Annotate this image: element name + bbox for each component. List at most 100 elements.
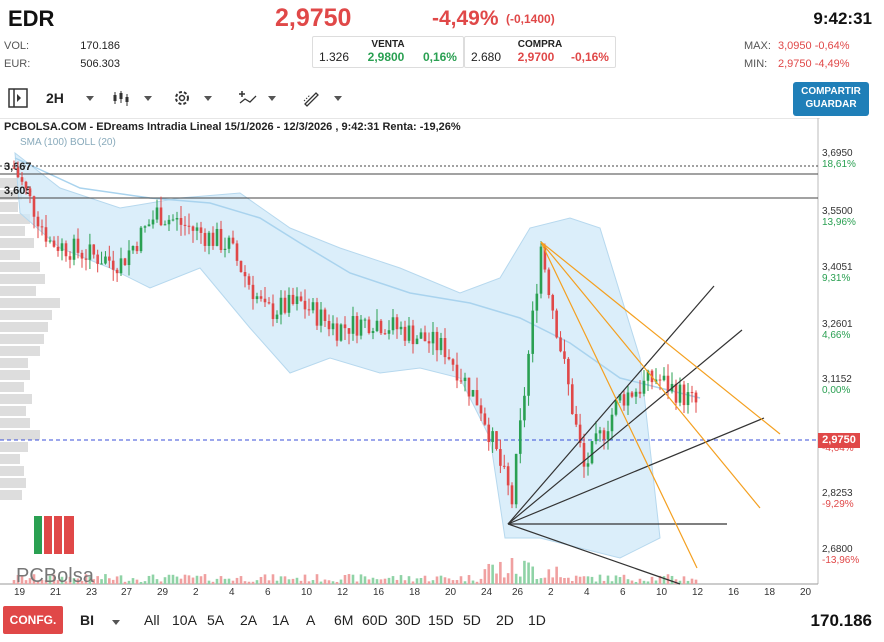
volume-bar (682, 576, 686, 584)
candle-body (614, 400, 618, 415)
volume-bar (371, 577, 375, 584)
price-chart[interactable]: 3,667 3,605 PCBolsa (0, 118, 820, 586)
gann-fan-lines (507, 285, 765, 585)
volume-bar (323, 579, 327, 584)
ticker-symbol: EDR (8, 6, 55, 31)
x-tick-label: 29 (157, 587, 169, 598)
chart-legend: SMA (100) BOLL (20) (20, 137, 116, 148)
config-button[interactable]: CONFG. (3, 606, 63, 634)
volume-bar (171, 574, 175, 584)
candle-body (163, 224, 167, 226)
period-button-6m[interactable]: 6M (334, 612, 354, 628)
period-button-60d[interactable]: 60D (362, 612, 388, 628)
volume-bar (167, 574, 171, 584)
candle-body (479, 405, 483, 414)
volume-bar (506, 573, 510, 584)
volume-bar (415, 578, 419, 584)
candle-body (618, 394, 622, 401)
volume-bar (331, 581, 335, 584)
x-tick-label: 10 (301, 587, 313, 598)
candle-body (475, 390, 479, 406)
candle-body (439, 338, 443, 351)
venta-title: VENTA (371, 39, 405, 50)
candle-body (80, 252, 84, 259)
period-button-15d[interactable]: 15D (428, 612, 454, 628)
period-button-2a[interactable]: 2A (240, 612, 258, 628)
chevron-down-icon (85, 95, 94, 101)
period-button-30d[interactable]: 30D (395, 612, 421, 628)
share-save-button[interactable]: COMPARTIR GUARDAR (793, 82, 869, 116)
compra-title: COMPRA (517, 39, 563, 50)
x-tick-label: 23 (86, 587, 98, 598)
volume-bar (407, 576, 411, 584)
volume-bar (283, 576, 287, 584)
volume-bar (487, 563, 491, 584)
volume-bar (327, 580, 331, 584)
volume-bar (291, 578, 295, 584)
volume-bar (267, 580, 271, 584)
settings-select[interactable] (172, 84, 212, 112)
x-tick-label: 6 (265, 587, 271, 598)
volume-bar (694, 579, 698, 584)
period-button-5d[interactable]: 5D (463, 612, 481, 628)
candle-body (387, 330, 391, 334)
candle-body (32, 196, 36, 217)
candle-body (375, 320, 379, 332)
volume-bar (563, 577, 566, 584)
volume-bar (551, 577, 555, 584)
volume-bar (634, 581, 638, 584)
candle-body (339, 324, 343, 341)
candle-body (483, 413, 487, 425)
volume-bar (215, 578, 219, 584)
volume-bar (391, 576, 395, 584)
volume-bar (100, 579, 103, 584)
volume-bar (567, 577, 570, 584)
interval-select[interactable]: 2H (46, 84, 94, 112)
period-button-5a[interactable]: 5A (207, 612, 225, 628)
candles-icon (113, 91, 129, 106)
level-lo-label: 3,605 (4, 185, 32, 197)
candle-body (535, 293, 539, 311)
candle-body (119, 258, 123, 274)
y-tick-value: 3,2601 (822, 319, 853, 330)
volume-profile (0, 178, 60, 500)
candle-body (219, 228, 223, 250)
candle-body (606, 431, 610, 440)
chart-type-select[interactable] (112, 84, 152, 112)
period-button-2d[interactable]: 2D (496, 612, 514, 628)
candle-body (391, 317, 395, 331)
period-button-1d[interactable]: 1D (528, 612, 546, 628)
volume-bar (359, 574, 363, 584)
draw-tools-select[interactable] (302, 84, 342, 112)
volume-bar (618, 577, 622, 584)
period-button-a[interactable]: A (306, 612, 316, 628)
volume-bar (535, 579, 539, 584)
candle-body (451, 359, 455, 365)
candle-body (335, 323, 339, 341)
y-tick-value: 3,6950 (822, 148, 853, 159)
volume-bar (626, 579, 630, 584)
chart-mode-select[interactable]: BI (80, 612, 120, 628)
volume-bar (207, 580, 211, 584)
gear-icon (175, 91, 189, 105)
volume-bar (471, 580, 475, 584)
volume-bar (499, 561, 502, 584)
candle-body (347, 328, 351, 334)
candle-body (319, 309, 323, 326)
candle-body (506, 466, 510, 486)
period-button-all[interactable]: All (144, 612, 160, 628)
indicators-select[interactable] (238, 84, 276, 112)
volume-bar (179, 578, 183, 584)
candle-body (259, 296, 263, 299)
save-label: GUARDAR (805, 99, 857, 110)
period-button-1a[interactable]: 1A (272, 612, 290, 628)
change-percent: -4,49% (432, 7, 499, 30)
volume-bar (80, 580, 84, 584)
volume-bar (56, 580, 60, 584)
volume-bar (279, 576, 283, 584)
panel-toggle-button[interactable] (8, 84, 28, 112)
candle-body (363, 319, 367, 321)
volume-bar (427, 581, 431, 584)
candle-body (582, 443, 586, 467)
period-button-10a[interactable]: 10A (172, 612, 197, 628)
